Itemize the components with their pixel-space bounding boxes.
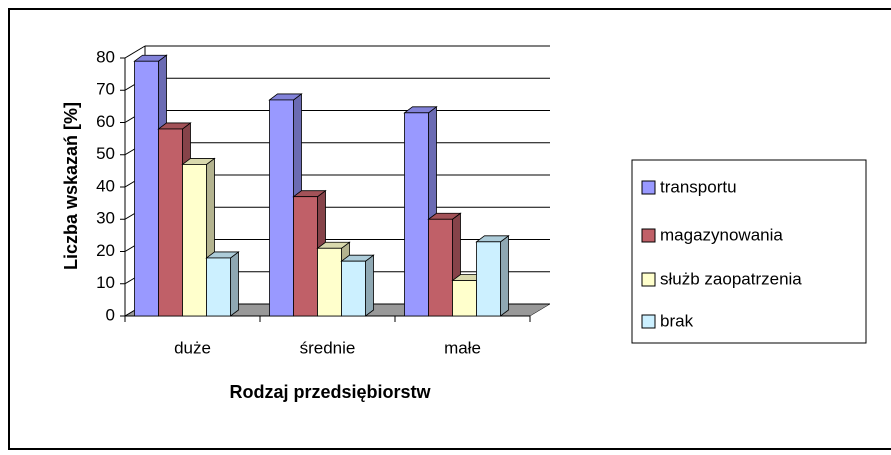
x-tick-label: średnie [300, 338, 356, 357]
x-axis-title: Rodzaj przedsiębiorstw [229, 382, 431, 402]
bar-side [230, 251, 239, 317]
y-axis-title: Liczba wskazań [%] [61, 102, 81, 270]
legend-swatch [641, 314, 656, 329]
bar [476, 241, 501, 317]
legend-swatch [641, 180, 656, 195]
bar-side [500, 235, 509, 317]
y-tick-label: 10 [96, 273, 115, 292]
y-tick-label: 20 [96, 241, 115, 260]
bar [452, 280, 477, 317]
bar [134, 60, 159, 317]
bar [404, 112, 429, 317]
bar [341, 260, 366, 317]
bar [317, 247, 342, 317]
bar [158, 128, 183, 317]
y-tick-label: 40 [96, 176, 115, 195]
bar [293, 196, 318, 317]
y-tick-label: 80 [96, 47, 115, 66]
legend-label: służb zaopatrzenia [660, 269, 802, 288]
y-tick-label: 50 [96, 144, 115, 163]
x-tick-label: duże [174, 338, 211, 357]
legend [631, 159, 867, 344]
y-tick-label: 0 [106, 305, 115, 324]
y-tick-label: 70 [96, 80, 115, 99]
legend-label: brak [660, 311, 694, 330]
bar [428, 218, 453, 317]
bar-side [365, 254, 374, 317]
grid-line [124, 45, 146, 59]
x-tick-label: małe [444, 338, 481, 357]
legend-swatch [641, 272, 656, 287]
y-tick-label: 60 [96, 112, 115, 131]
legend-label: magazynowania [660, 225, 783, 244]
legend-swatch [641, 228, 656, 243]
bar [269, 99, 294, 317]
bar [206, 257, 231, 317]
bar [182, 164, 207, 317]
y-tick-label: 30 [96, 209, 115, 228]
legend-label: transportu [660, 177, 737, 196]
